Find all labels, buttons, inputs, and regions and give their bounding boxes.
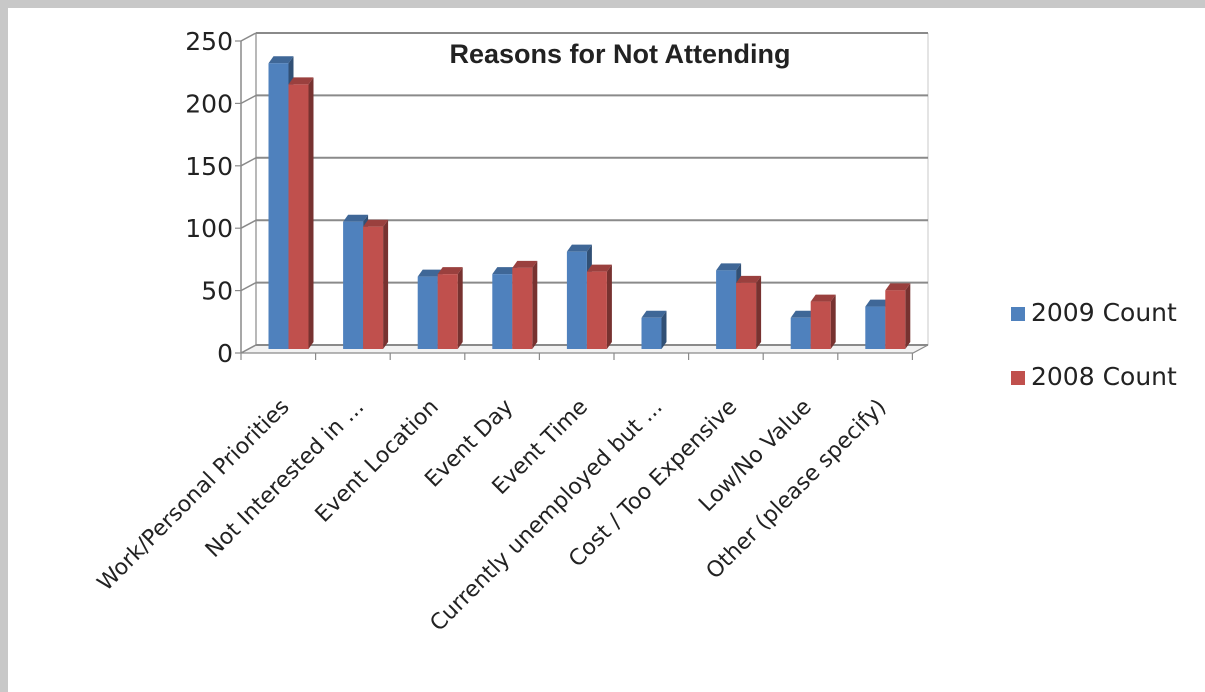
bar-front <box>566 251 587 349</box>
bar-side <box>830 294 836 349</box>
bar-top <box>736 275 762 283</box>
bar-front <box>641 317 662 349</box>
bar-top <box>512 260 538 268</box>
bar-side <box>308 77 314 349</box>
bar-top <box>566 244 592 252</box>
bar-front <box>288 84 309 349</box>
bar-top <box>790 310 816 318</box>
bar-front <box>736 282 757 349</box>
bars <box>268 56 911 349</box>
bar-front <box>865 306 886 349</box>
bar-side <box>661 310 667 349</box>
bar-top <box>417 269 443 277</box>
bar <box>586 264 612 349</box>
legend-label: 2009 Count <box>1031 298 1177 327</box>
gridline-side <box>240 281 257 292</box>
bar-front <box>790 317 811 349</box>
bar-top <box>865 299 891 307</box>
bar-top <box>288 77 314 85</box>
legend-label: 2008 Count <box>1031 362 1177 391</box>
bar <box>885 283 911 349</box>
y-tick-label: 150 <box>185 152 233 181</box>
bar <box>363 219 389 349</box>
y-tick-label: 200 <box>185 89 233 118</box>
y-tick-label: 100 <box>185 214 233 243</box>
bar-top <box>641 310 667 318</box>
gridline-side <box>240 344 257 354</box>
chart-frame: 0 50 100 150 200 250 Work/Personal Priorities… <box>8 8 1205 692</box>
bar-side <box>756 275 762 349</box>
bar-front <box>586 271 607 349</box>
bar-front <box>363 226 384 349</box>
bar-top <box>268 56 294 64</box>
bar-front <box>417 276 438 349</box>
bar-side <box>532 260 538 349</box>
bar-side <box>383 219 389 349</box>
gridline-side <box>240 32 257 42</box>
bar-front <box>268 63 289 349</box>
bar <box>641 310 667 349</box>
bar-front <box>810 301 831 349</box>
bar-side <box>606 264 612 349</box>
bar-top <box>437 267 463 275</box>
bar-front <box>437 274 458 349</box>
bar-front <box>885 290 906 349</box>
y-axis: 0 50 100 150 200 250 <box>185 27 242 368</box>
chart-title: Reasons for Not Attending <box>450 39 791 69</box>
bar-front <box>492 274 513 349</box>
bar <box>437 267 463 349</box>
y-tick-label: 0 <box>217 339 233 368</box>
bar-front <box>716 270 737 349</box>
legend-swatch <box>1011 307 1025 321</box>
bar <box>288 77 314 349</box>
legend: 2009 Count 2008 Count <box>1011 298 1177 391</box>
bar-top <box>810 294 836 302</box>
bar-front <box>343 221 364 349</box>
y-tick-label: 250 <box>185 27 233 56</box>
legend-swatch <box>1011 371 1025 385</box>
gridline-side <box>240 157 257 167</box>
bar-side <box>457 267 463 349</box>
bar <box>810 294 836 349</box>
gridline-side <box>240 94 257 105</box>
bar <box>736 275 762 349</box>
bar-top <box>363 219 389 227</box>
bar-top <box>716 263 742 271</box>
bar-top <box>586 264 612 272</box>
gridline-side <box>240 219 257 229</box>
bar-chart: 0 50 100 150 200 250 Work/Personal Priorities… <box>93 27 1177 637</box>
bar-top <box>343 214 369 222</box>
bar <box>512 260 538 349</box>
y-tick-label: 50 <box>201 277 233 306</box>
bar-side <box>905 283 911 349</box>
bar-front <box>512 267 533 349</box>
bar-top <box>492 267 518 275</box>
bar-top <box>885 283 911 291</box>
